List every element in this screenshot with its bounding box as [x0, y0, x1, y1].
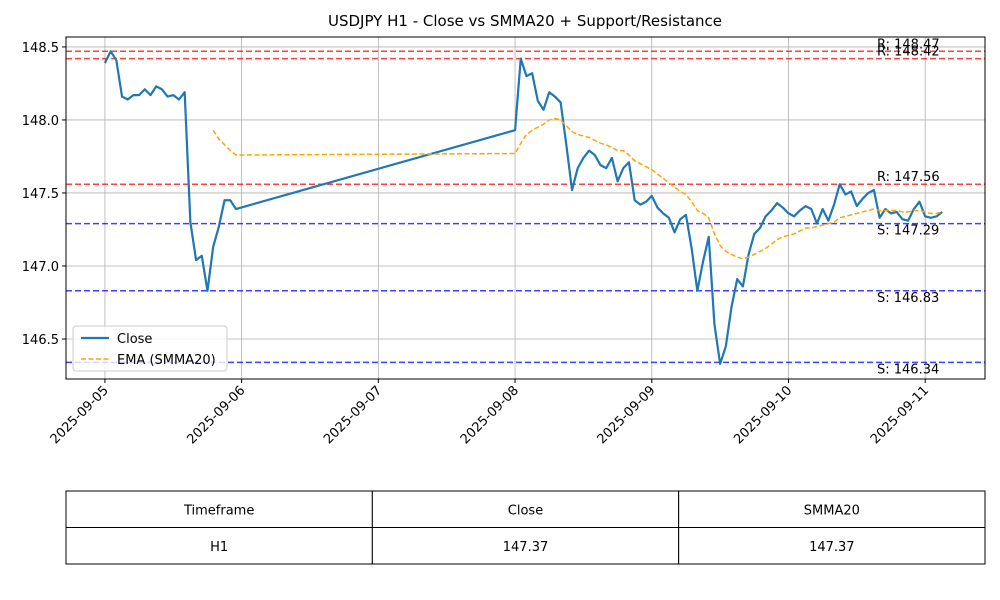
y-tick-label: 147.5 [22, 187, 59, 202]
x-tick-label: 2025-09-05 [48, 383, 112, 447]
y-tick-label: 147.0 [22, 260, 59, 275]
resistance-label: R: 148.42 [877, 45, 940, 60]
y-tick-label: 148.0 [22, 114, 59, 129]
x-tick-label: 2025-09-06 [184, 383, 248, 447]
table-header: SMMA20 [804, 503, 860, 518]
table-cell [371, 490, 680, 528]
legend-label: EMA (SMMA20) [117, 353, 216, 368]
x-tick-label: 2025-09-11 [868, 383, 932, 447]
table-cell [65, 527, 373, 565]
resistance-label: R: 147.56 [877, 170, 940, 185]
chart-title: USDJPY H1 - Close vs SMMA20 + Support/Re… [328, 12, 722, 30]
legend-box [72, 325, 228, 372]
table-cell [678, 527, 986, 565]
plot-frame [65, 36, 986, 380]
series-line [212, 117, 943, 260]
resistance-label: R: 148.47 [877, 37, 940, 52]
y-tick-label: 148.5 [22, 41, 59, 56]
table-cell-text: 147.37 [809, 540, 855, 555]
x-tick-label: 2025-09-08 [458, 383, 522, 447]
table-cell-text: 147.37 [503, 540, 549, 555]
table-header: Timeframe [183, 503, 254, 518]
table-cell [65, 490, 373, 528]
support-label: S: 146.83 [877, 291, 939, 306]
x-tick-label: 2025-09-09 [595, 383, 659, 447]
legend-label: Close [117, 332, 152, 347]
x-tick-label: 2025-09-10 [731, 383, 795, 447]
support-label: S: 146.34 [877, 362, 939, 377]
table-cell-text: H1 [210, 540, 228, 555]
support-label: S: 147.29 [877, 224, 939, 239]
x-tick-label: 2025-09-07 [321, 383, 385, 447]
series-line [103, 50, 943, 365]
table-cell [371, 527, 680, 565]
y-tick-label: 146.5 [22, 333, 59, 348]
table-header: Close [508, 503, 543, 518]
